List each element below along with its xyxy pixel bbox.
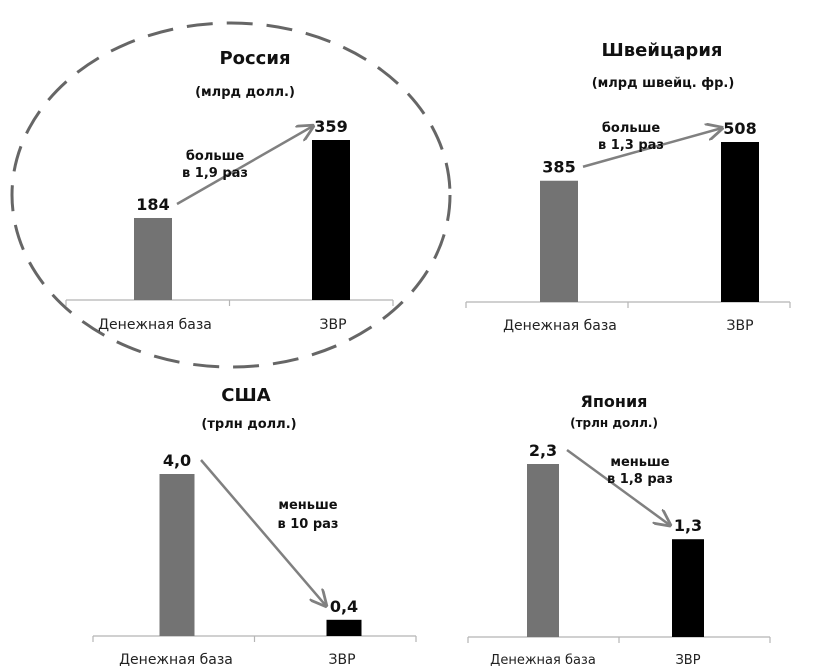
ratio-annotation-line2: в 1,8 раз	[607, 472, 673, 487]
data-label: 2,3	[529, 441, 557, 460]
chart-4: Япония (трлн долл.) 2,3 1,3 меньше в 1,8 раз Д…	[467, 392, 771, 666]
ratio-annotation-line2: в 1,9 раз	[182, 166, 248, 181]
ratio-arrow	[176, 126, 313, 206]
chart-subtitle: (млрд швейц. фр.)	[592, 76, 735, 91]
data-label: 184	[136, 195, 169, 214]
bar-money-base	[159, 474, 195, 636]
category-label: Денежная база	[98, 317, 212, 333]
ratio-annotation-line2: в 1,3 раз	[598, 138, 664, 153]
bar-reserves	[672, 539, 704, 637]
chart-subtitle: (млрд долл.)	[195, 85, 295, 100]
chart-2: Швейцария (млрд швейц. фр.) 385 508 больше в …	[465, 40, 791, 334]
ratio-arrow	[582, 128, 722, 168]
highlight-circle	[10, 21, 452, 369]
category-label: Денежная база	[503, 318, 617, 334]
data-label: 1,3	[674, 516, 702, 535]
category-label: ЗВР	[675, 653, 700, 666]
category-label: ЗВР	[726, 318, 753, 334]
data-label: 359	[314, 117, 347, 136]
chart-title: Япония	[581, 392, 648, 411]
category-label: Денежная база	[119, 652, 233, 666]
data-label: 508	[723, 119, 756, 138]
data-label: 0,4	[330, 597, 358, 616]
chart-title: США	[221, 385, 270, 406]
chart-3: США (трлн долл.) 4,0 0,4 меньше в 10 раз Денеж…	[92, 385, 417, 666]
data-label: 4,0	[163, 451, 191, 470]
ratio-annotation-line1: меньше	[610, 455, 669, 470]
chart-subtitle: (трлн долл.)	[570, 416, 658, 430]
ratio-arrow	[200, 459, 326, 606]
bar-money-base	[540, 180, 578, 302]
bar-money-base	[134, 217, 172, 300]
bar-reserves	[312, 140, 350, 300]
chart-title: Швейцария	[602, 40, 723, 61]
chart-1: Россия (млрд долл.) 184 359 больше в 1,9 раз Д…	[10, 21, 452, 369]
ratio-annotation-line1: больше	[186, 149, 245, 164]
ratio-annotation-line1: больше	[602, 121, 661, 136]
category-label: ЗВР	[319, 317, 346, 333]
bar-reserves	[326, 619, 362, 636]
bar-money-base	[527, 464, 559, 637]
data-label: 385	[542, 158, 575, 177]
category-label: Денежная база	[490, 653, 596, 666]
chart-title: Россия	[219, 48, 290, 69]
category-label: ЗВР	[328, 652, 355, 666]
chart-subtitle: (трлн долл.)	[201, 417, 296, 432]
ratio-arrow	[566, 448, 670, 525]
bar-reserves	[721, 142, 759, 302]
ratio-annotation-line2: в 10 раз	[277, 517, 338, 532]
ratio-annotation-line1: меньше	[278, 498, 337, 513]
